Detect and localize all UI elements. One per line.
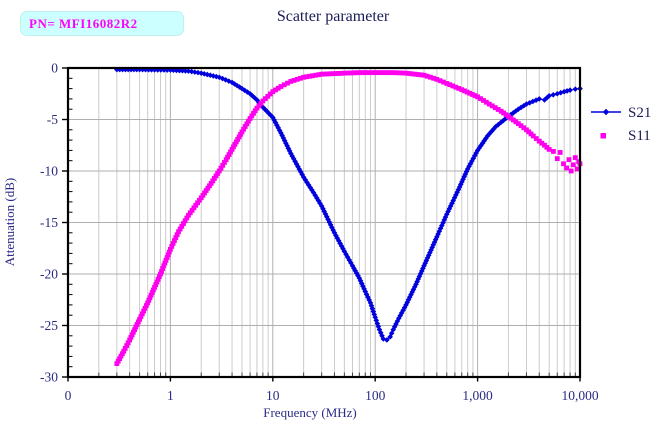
y-tick-label: -10 bbox=[40, 164, 58, 179]
plot-frame bbox=[66, 66, 582, 379]
x-tick-label: 10 bbox=[266, 388, 280, 403]
x-tick-label: 1,000 bbox=[462, 388, 493, 403]
legend-label-s11: S11 bbox=[628, 128, 651, 144]
part-number-text: PN= MFI16082R2 bbox=[29, 15, 138, 31]
series-line bbox=[116, 68, 581, 341]
x-tick-label: 10,000 bbox=[561, 388, 598, 403]
s11-legend-square-icon bbox=[600, 133, 606, 139]
x-tick-label: 0 bbox=[65, 388, 72, 403]
y-tick-label: 0 bbox=[51, 61, 58, 76]
gridlines bbox=[68, 68, 580, 377]
y-tick-label: -20 bbox=[40, 267, 58, 282]
legend: S21 S11 bbox=[591, 105, 651, 144]
part-number-badge: PN= MFI16082R2 bbox=[20, 11, 184, 36]
y-tick-label: -25 bbox=[40, 318, 58, 333]
s21-legend-diamond-icon bbox=[602, 108, 610, 116]
series-s11 bbox=[114, 70, 583, 367]
legend-item-s11: S11 bbox=[600, 128, 651, 144]
axis-tick-labels: 0 -5 -10 -15 -20 -25 -30 0 1 10 100 1,000 10,000 bbox=[40, 61, 599, 404]
y-tick-label: -15 bbox=[40, 215, 58, 230]
series-s21 bbox=[114, 66, 583, 343]
y-tick-label: -5 bbox=[47, 112, 58, 127]
x-tick-label: 100 bbox=[365, 388, 386, 403]
data-series bbox=[114, 66, 583, 367]
legend-item-s21: S21 bbox=[591, 105, 651, 121]
x-tick-label: 1 bbox=[167, 388, 174, 403]
x-axis-title: Frequency (MHz) bbox=[263, 405, 357, 420]
legend-label-s21: S21 bbox=[628, 105, 651, 121]
y-axis-title: Attenuation (dB) bbox=[2, 178, 17, 266]
chart-title: Scatter parameter bbox=[276, 8, 390, 25]
y-tick-label: -30 bbox=[40, 370, 58, 385]
